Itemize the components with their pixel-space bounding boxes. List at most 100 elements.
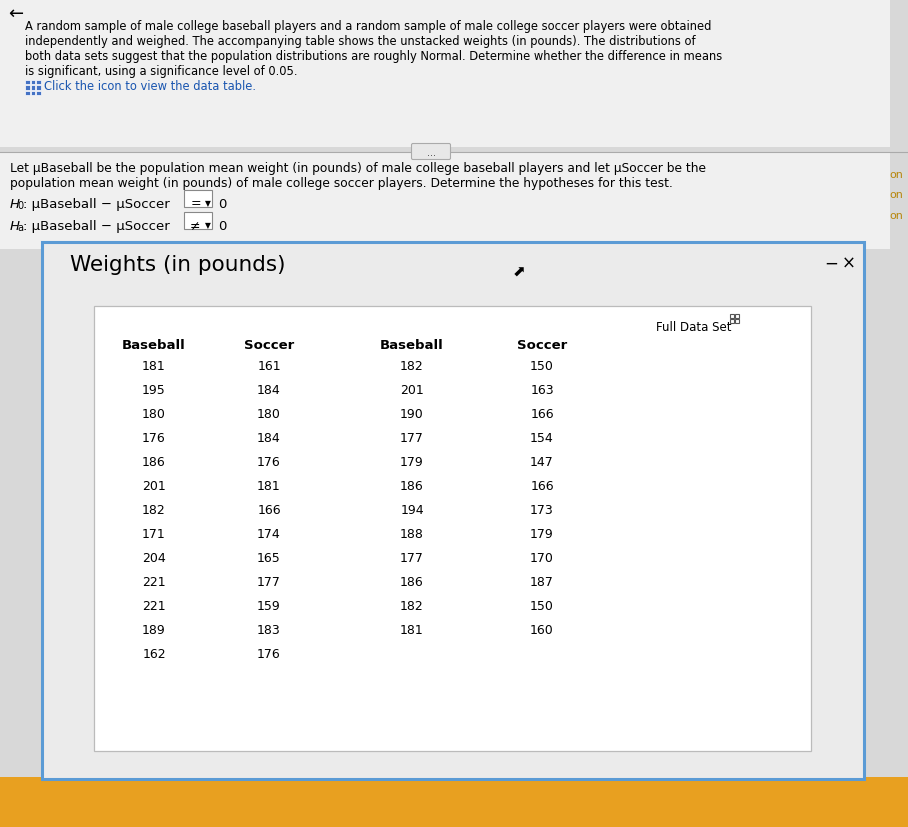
- Text: 179: 179: [400, 456, 424, 468]
- Text: 170: 170: [530, 552, 554, 564]
- FancyBboxPatch shape: [31, 92, 35, 96]
- Text: ←: ←: [8, 5, 23, 23]
- Text: 166: 166: [530, 408, 554, 420]
- FancyBboxPatch shape: [25, 92, 29, 96]
- FancyBboxPatch shape: [36, 86, 41, 90]
- Text: 154: 154: [530, 432, 554, 444]
- Text: 186: 186: [400, 480, 424, 492]
- Text: 182: 182: [400, 360, 424, 372]
- Text: 173: 173: [530, 504, 554, 516]
- Text: ⬈: ⬈: [513, 265, 526, 280]
- Text: 221: 221: [143, 600, 166, 612]
- Text: 182: 182: [143, 504, 166, 516]
- FancyBboxPatch shape: [0, 0, 890, 148]
- Text: 0: 0: [218, 220, 226, 232]
- Text: 183: 183: [257, 624, 281, 636]
- Text: 176: 176: [257, 648, 281, 660]
- Text: 180: 180: [257, 408, 281, 420]
- Text: A random sample of male college baseball players and a random sample of male col: A random sample of male college baseball…: [25, 20, 711, 33]
- FancyBboxPatch shape: [36, 92, 41, 96]
- Text: is significant, using a significance level of 0.05.: is significant, using a significance lev…: [25, 65, 298, 78]
- Text: ▼: ▼: [205, 221, 211, 230]
- Text: population mean weight (in pounds) of male college soccer players. Determine the: population mean weight (in pounds) of ma…: [10, 177, 673, 189]
- Text: 195: 195: [143, 384, 166, 396]
- Text: 201: 201: [143, 480, 166, 492]
- Text: 177: 177: [257, 576, 281, 588]
- Text: both data sets suggest that the population distributions are roughly Normal. Det: both data sets suggest that the populati…: [25, 50, 722, 63]
- Text: 201: 201: [400, 384, 424, 396]
- FancyBboxPatch shape: [31, 80, 35, 85]
- Text: 190: 190: [400, 408, 424, 420]
- Text: ×: ×: [842, 255, 856, 273]
- Text: Baseball: Baseball: [122, 338, 186, 351]
- Text: on: on: [889, 189, 903, 200]
- Text: 171: 171: [143, 528, 166, 540]
- FancyBboxPatch shape: [0, 777, 908, 827]
- Text: 174: 174: [257, 528, 281, 540]
- FancyBboxPatch shape: [31, 86, 35, 90]
- Text: 162: 162: [143, 648, 166, 660]
- Text: =: =: [191, 197, 202, 210]
- Text: 187: 187: [530, 576, 554, 588]
- Text: 184: 184: [257, 384, 281, 396]
- Text: 179: 179: [530, 528, 554, 540]
- Text: 182: 182: [400, 600, 424, 612]
- Text: 150: 150: [530, 600, 554, 612]
- Text: ≠: ≠: [190, 218, 201, 232]
- Text: a: a: [17, 222, 24, 232]
- Text: 150: 150: [530, 360, 554, 372]
- Text: 180: 180: [142, 408, 166, 420]
- Text: 163: 163: [530, 384, 554, 396]
- Text: 160: 160: [530, 624, 554, 636]
- Text: Weights (in pounds): Weights (in pounds): [70, 255, 285, 275]
- Text: 0: 0: [218, 198, 226, 211]
- FancyBboxPatch shape: [42, 242, 864, 779]
- Text: −: −: [824, 255, 838, 273]
- Text: 181: 181: [257, 480, 281, 492]
- Text: : μBaseball − μSoccer: : μBaseball − μSoccer: [23, 198, 170, 211]
- FancyBboxPatch shape: [25, 86, 29, 90]
- Text: 166: 166: [257, 504, 281, 516]
- Text: 188: 188: [400, 528, 424, 540]
- Text: 159: 159: [257, 600, 281, 612]
- FancyBboxPatch shape: [94, 307, 811, 751]
- Text: 221: 221: [143, 576, 166, 588]
- Text: H: H: [10, 220, 20, 232]
- Text: 184: 184: [257, 432, 281, 444]
- Text: 147: 147: [530, 456, 554, 468]
- Text: independently and weighed. The accompanying table shows the unstacked weights (i: independently and weighed. The accompany…: [25, 35, 696, 48]
- Text: 165: 165: [257, 552, 281, 564]
- FancyBboxPatch shape: [184, 213, 212, 230]
- Text: 194: 194: [400, 504, 424, 516]
- Text: 204: 204: [143, 552, 166, 564]
- Text: ▼: ▼: [205, 198, 211, 208]
- Text: 166: 166: [530, 480, 554, 492]
- Text: Click the icon to view the data table.: Click the icon to view the data table.: [44, 80, 256, 93]
- FancyBboxPatch shape: [0, 154, 890, 250]
- Text: 181: 181: [143, 360, 166, 372]
- Text: on: on: [889, 170, 903, 179]
- Text: ···: ···: [427, 151, 436, 160]
- Text: Let μBaseball be the population mean weight (in pounds) of male college baseball: Let μBaseball be the population mean wei…: [10, 162, 706, 174]
- Text: 177: 177: [400, 552, 424, 564]
- Text: 0: 0: [17, 201, 24, 211]
- FancyBboxPatch shape: [184, 191, 212, 208]
- FancyBboxPatch shape: [411, 145, 450, 160]
- Text: : μBaseball − μSoccer: : μBaseball − μSoccer: [23, 220, 170, 232]
- Text: 186: 186: [400, 576, 424, 588]
- Text: on: on: [889, 211, 903, 221]
- FancyBboxPatch shape: [36, 80, 41, 85]
- Text: Soccer: Soccer: [517, 338, 568, 351]
- Text: 176: 176: [257, 456, 281, 468]
- Text: Soccer: Soccer: [244, 338, 294, 351]
- Text: Baseball: Baseball: [380, 338, 444, 351]
- Text: 189: 189: [143, 624, 166, 636]
- Text: 161: 161: [257, 360, 281, 372]
- Text: 181: 181: [400, 624, 424, 636]
- Text: Full Data Set: Full Data Set: [656, 321, 732, 333]
- Text: 176: 176: [143, 432, 166, 444]
- Text: 186: 186: [143, 456, 166, 468]
- Text: H: H: [10, 198, 20, 211]
- Text: 177: 177: [400, 432, 424, 444]
- FancyBboxPatch shape: [25, 80, 29, 85]
